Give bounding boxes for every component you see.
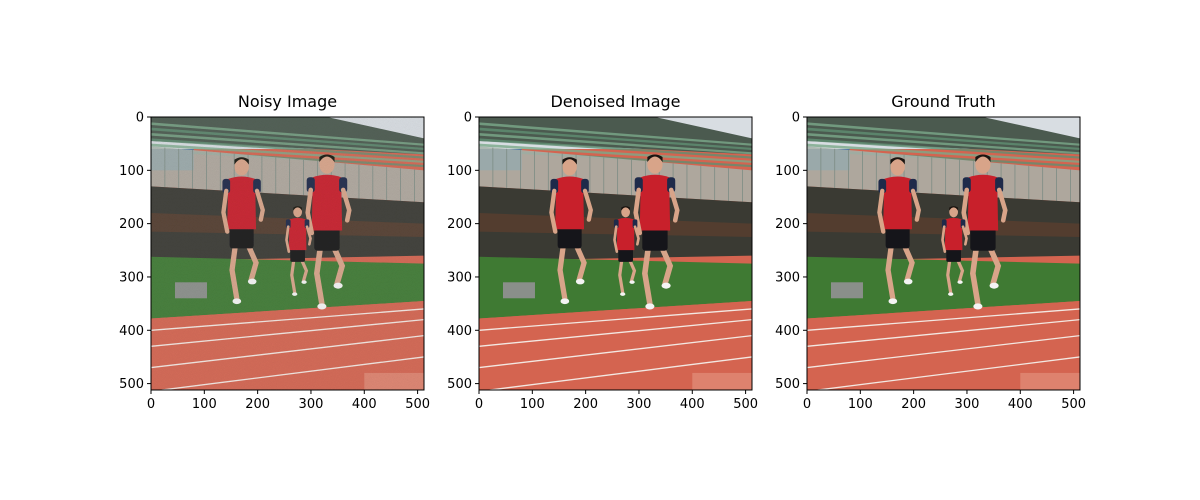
y-tick-label: 200 xyxy=(447,217,472,232)
x-tick-label: 0 xyxy=(147,397,155,412)
x-tick-label: 400 xyxy=(352,397,377,412)
y-tick-label: 500 xyxy=(775,377,800,392)
x-tick-label: 0 xyxy=(475,397,483,412)
panel-title: Ground Truth xyxy=(891,92,996,111)
noise-overlay xyxy=(151,117,424,390)
y-tick-label: 500 xyxy=(119,377,144,392)
y-tick-label: 400 xyxy=(775,324,800,339)
x-tick-label: 300 xyxy=(955,397,980,412)
x-tick-label: 500 xyxy=(405,397,430,412)
axes-frame xyxy=(806,116,1081,391)
y-tick-label: 300 xyxy=(119,270,144,285)
panel-title: Noisy Image xyxy=(238,92,337,111)
x-tick-label: 200 xyxy=(573,397,598,412)
y-tick-label: 100 xyxy=(447,164,472,179)
x-tick-label: 500 xyxy=(733,397,758,412)
image-panel-1 xyxy=(151,117,424,390)
y-tick-label: 100 xyxy=(775,164,800,179)
y-tick-label: 100 xyxy=(119,164,144,179)
axes-frame xyxy=(478,116,753,391)
y-tick-label: 0 xyxy=(792,111,800,126)
y-tick-label: 400 xyxy=(119,324,144,339)
x-tick-label: 100 xyxy=(192,397,217,412)
panel-title: Denoised Image xyxy=(550,92,680,111)
y-tick-label: 300 xyxy=(447,270,472,285)
x-tick-label: 0 xyxy=(803,397,811,412)
image-panel-2 xyxy=(479,117,752,390)
y-tick-label: 200 xyxy=(119,217,144,232)
y-tick-label: 0 xyxy=(464,111,472,126)
x-tick-label: 200 xyxy=(245,397,270,412)
x-tick-label: 400 xyxy=(680,397,705,412)
y-tick-label: 300 xyxy=(775,270,800,285)
y-tick-label: 200 xyxy=(775,217,800,232)
x-tick-label: 100 xyxy=(848,397,873,412)
x-tick-label: 300 xyxy=(299,397,324,412)
x-tick-label: 300 xyxy=(627,397,652,412)
axes-frame xyxy=(150,116,425,391)
x-tick-label: 500 xyxy=(1061,397,1086,412)
y-tick-label: 500 xyxy=(447,377,472,392)
image-panel-3 xyxy=(807,117,1080,390)
y-tick-label: 400 xyxy=(447,324,472,339)
x-tick-label: 400 xyxy=(1008,397,1033,412)
x-tick-label: 200 xyxy=(901,397,926,412)
y-tick-label: 0 xyxy=(136,111,144,126)
x-tick-label: 100 xyxy=(520,397,545,412)
